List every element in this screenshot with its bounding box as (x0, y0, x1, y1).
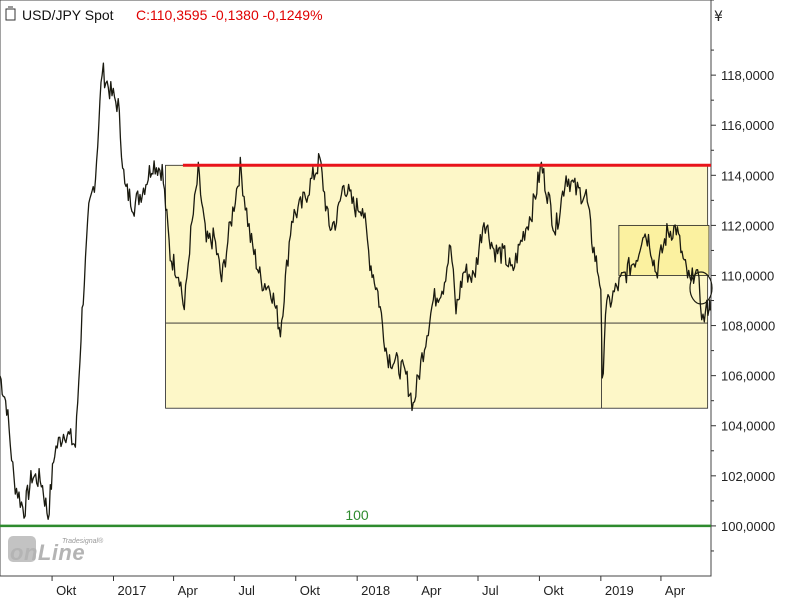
y-tick-label: 102,0000 (721, 469, 775, 484)
y-tick-label: 114,0000 (721, 168, 774, 183)
x-tick-label: Apr (178, 583, 199, 598)
highlight-circle (689, 271, 713, 305)
y-tick-label: 118,0000 (721, 68, 774, 83)
y-tick-label: 104,0000 (721, 419, 775, 434)
y-axis: 100,0000 102,0000 104,0000 106,0000 108,0000… (711, 0, 775, 552)
x-tick-label: Apr (421, 583, 442, 598)
watermark-main: onLine (10, 540, 85, 565)
consolidation-zone (618, 224, 710, 276)
x-tick-label: Apr (665, 583, 686, 598)
x-tick-label: Okt (300, 583, 321, 598)
price-line (0, 62, 711, 520)
watermark-logo: Tradesignal® onLine (8, 536, 104, 565)
range-zone (165, 164, 709, 409)
y-tick-label: 116,0000 (721, 118, 774, 133)
x-axis: Okt 2017 Apr Jul Okt 2018 Apr Jul Okt 2019 Apr (51, 576, 686, 598)
x-tick-label: Jul (482, 583, 499, 598)
symbol-title: USD/JPY Spot (22, 7, 114, 23)
chart-header: USD/JPY Spot C:110,3595 -0,1380 -0,1249% (5, 6, 323, 23)
y-tick-label: 108,0000 (721, 319, 775, 334)
page-icon[interactable] (5, 8, 16, 21)
x-tick-label: Okt (56, 583, 77, 598)
y-tick-label: 100,0000 (721, 519, 775, 534)
x-tick-label: Okt (543, 583, 564, 598)
currency-symbol: ¥ (714, 9, 723, 25)
watermark-small: Tradesignal® (62, 537, 104, 545)
y-tick-label: 112,0000 (721, 218, 774, 233)
support-label: 100 (345, 507, 369, 523)
price-series (0, 62, 711, 520)
x-tick-label: 2018 (361, 583, 390, 598)
y-tick-label: 110,0000 (721, 268, 774, 283)
y-tick-label: 106,0000 (721, 369, 775, 384)
quote-text: C:110,3595 -0,1380 -0,1249% (136, 7, 323, 23)
x-tick-label: 2019 (605, 583, 634, 598)
x-tick-label: 2017 (117, 583, 146, 598)
x-tick-label: Jul (238, 583, 255, 598)
